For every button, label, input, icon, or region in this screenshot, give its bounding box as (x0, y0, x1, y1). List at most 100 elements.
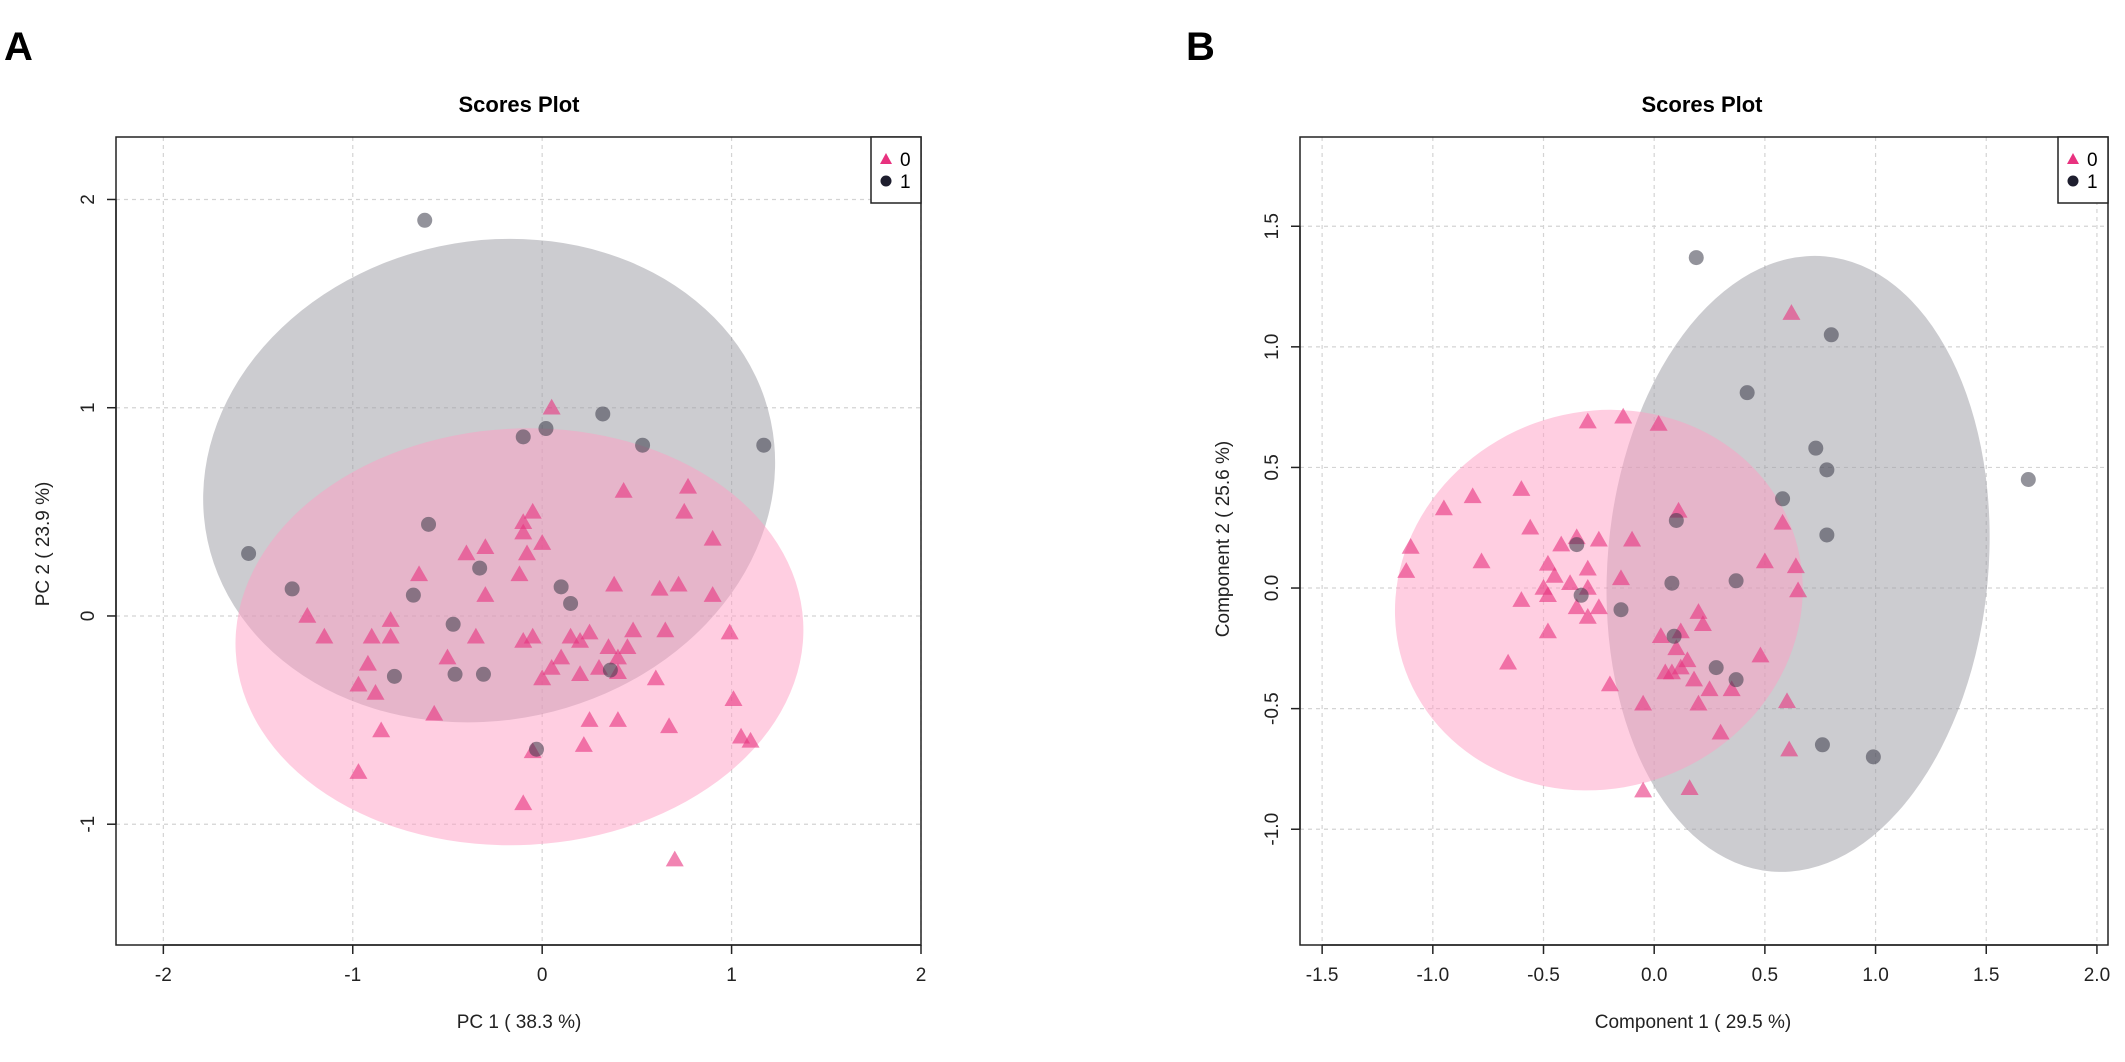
point-group-0-9 (1512, 480, 1531, 496)
point-group-0-38 (1693, 615, 1712, 631)
point-group-1-1 (595, 406, 611, 422)
point-group-1-14 (386, 668, 402, 684)
point-group-0-21 (298, 606, 317, 623)
point-group-0-29 (1600, 675, 1619, 692)
point-group-1-9 (284, 581, 300, 597)
x-tick-label-2: 0 (537, 965, 548, 986)
point-group-0-39 (1689, 694, 1708, 711)
point-group-0-23 (1578, 607, 1597, 624)
points-a (241, 212, 772, 867)
chart-title-b: Scores Plot (1641, 92, 1763, 117)
y-tick-label-3: 2 (78, 194, 99, 205)
point-group-0-22 (1567, 598, 1586, 615)
point-group-0-3 (518, 544, 537, 561)
point-group-0-49 (580, 711, 599, 727)
point-group-1-1 (1823, 327, 1839, 343)
point-group-0-45 (618, 638, 637, 654)
point-group-1-17 (602, 662, 618, 678)
point-group-1-6 (421, 516, 437, 532)
point-group-0-50 (1680, 779, 1699, 795)
point-group-0-23 (349, 675, 368, 692)
point-group-0-53 (732, 727, 751, 744)
legend-box (2057, 136, 2109, 204)
point-group-0-45 (1773, 513, 1792, 530)
point-group-0-13 (675, 502, 694, 519)
point-group-0-32 (466, 627, 485, 644)
point-group-1-13 (445, 616, 461, 632)
point-group-0-33 (514, 631, 533, 648)
point-group-0-47 (646, 669, 665, 686)
point-group-1-8 (241, 545, 257, 561)
point-group-0-6 (1463, 487, 1482, 504)
x-tick-label-0: -2 (155, 965, 172, 986)
y-axis-label-b: Component 2 ( 25.6 %) (1213, 441, 1234, 637)
point-group-0-38 (571, 631, 590, 648)
point-group-0-40 (571, 665, 590, 682)
point-group-0-54 (741, 731, 760, 748)
legend-marker-0 (2067, 153, 2079, 164)
point-group-0-39 (580, 623, 599, 640)
legend-label-0: 0 (2087, 150, 2098, 171)
panel-b: B Scores Plot Component 1 ( 29.5 %) Comp… (1186, 25, 2110, 1033)
point-group-0-48 (608, 711, 627, 727)
point-group-0-52 (724, 690, 743, 707)
point-group-0-19 (1538, 586, 1557, 603)
point-group-0-51 (660, 717, 679, 734)
point-group-0-20 (720, 623, 739, 640)
panel-label-a: A (4, 25, 33, 69)
confidence-ellipses-b (1394, 255, 1990, 872)
point-group-0-12 (679, 477, 698, 494)
point-group-0-27 (1538, 622, 1557, 639)
point-group-1-7 (2020, 471, 2036, 487)
point-group-0-17 (1545, 566, 1564, 583)
x-tick-label-0: -1.5 (1306, 965, 1339, 986)
point-group-1-2 (1739, 385, 1755, 401)
point-group-0-22 (315, 627, 334, 644)
point-group-1-15 (447, 666, 463, 682)
point-group-1-16 (475, 666, 491, 682)
point-group-0-18 (703, 586, 722, 602)
point-group-0-10 (533, 534, 552, 550)
point-group-1-9 (1668, 512, 1684, 528)
point-group-0-19 (656, 621, 675, 638)
point-group-0-1 (1578, 412, 1597, 429)
point-group-0-11 (1521, 518, 1540, 535)
point-group-1-0 (1688, 250, 1704, 266)
point-group-0-20 (1561, 574, 1580, 590)
point-group-0-8 (476, 586, 495, 602)
point-group-0-5 (457, 544, 476, 561)
point-group-0-34 (523, 627, 542, 644)
point-group-0-17 (669, 575, 688, 592)
point-group-0-42 (599, 638, 618, 654)
y-tick-label-0: -1 (78, 816, 99, 833)
x-tick-label-7: 2.0 (2084, 965, 2110, 986)
point-group-0-12 (1552, 535, 1571, 552)
point-group-0-43 (608, 648, 627, 665)
point-group-0-0 (542, 398, 561, 415)
point-group-0-44 (1755, 552, 1774, 569)
point-group-1-18 (528, 741, 544, 757)
point-group-1-0 (417, 212, 433, 228)
point-group-0-37 (1689, 603, 1708, 619)
y-tick-label-2: 0.0 (1262, 575, 1283, 601)
point-group-0-5 (1434, 499, 1453, 516)
legend-box (870, 136, 922, 204)
point-group-0-2 (1614, 407, 1633, 424)
x-tick-label-4: 2 (916, 965, 927, 986)
legend-label-0: 0 (900, 150, 911, 171)
point-group-0-48 (1778, 692, 1797, 709)
x-tick-label-3: 0.0 (1641, 965, 1667, 986)
point-group-1-16 (1728, 672, 1744, 688)
point-group-0-46 (624, 621, 643, 638)
point-group-1-15 (1708, 660, 1724, 676)
legend-marker-1 (880, 175, 892, 187)
x-tick-label-6: 1.5 (1973, 965, 1999, 986)
legend-a: 01 (870, 136, 922, 204)
y-tick-label-4: 1.0 (1262, 334, 1283, 360)
point-group-1-7 (472, 560, 488, 576)
point-group-0-14 (703, 529, 722, 546)
point-group-1-11 (553, 579, 569, 595)
point-group-0-29 (372, 721, 391, 738)
x-tick-label-4: 0.5 (1752, 965, 1778, 986)
point-group-1-13 (1728, 573, 1744, 589)
